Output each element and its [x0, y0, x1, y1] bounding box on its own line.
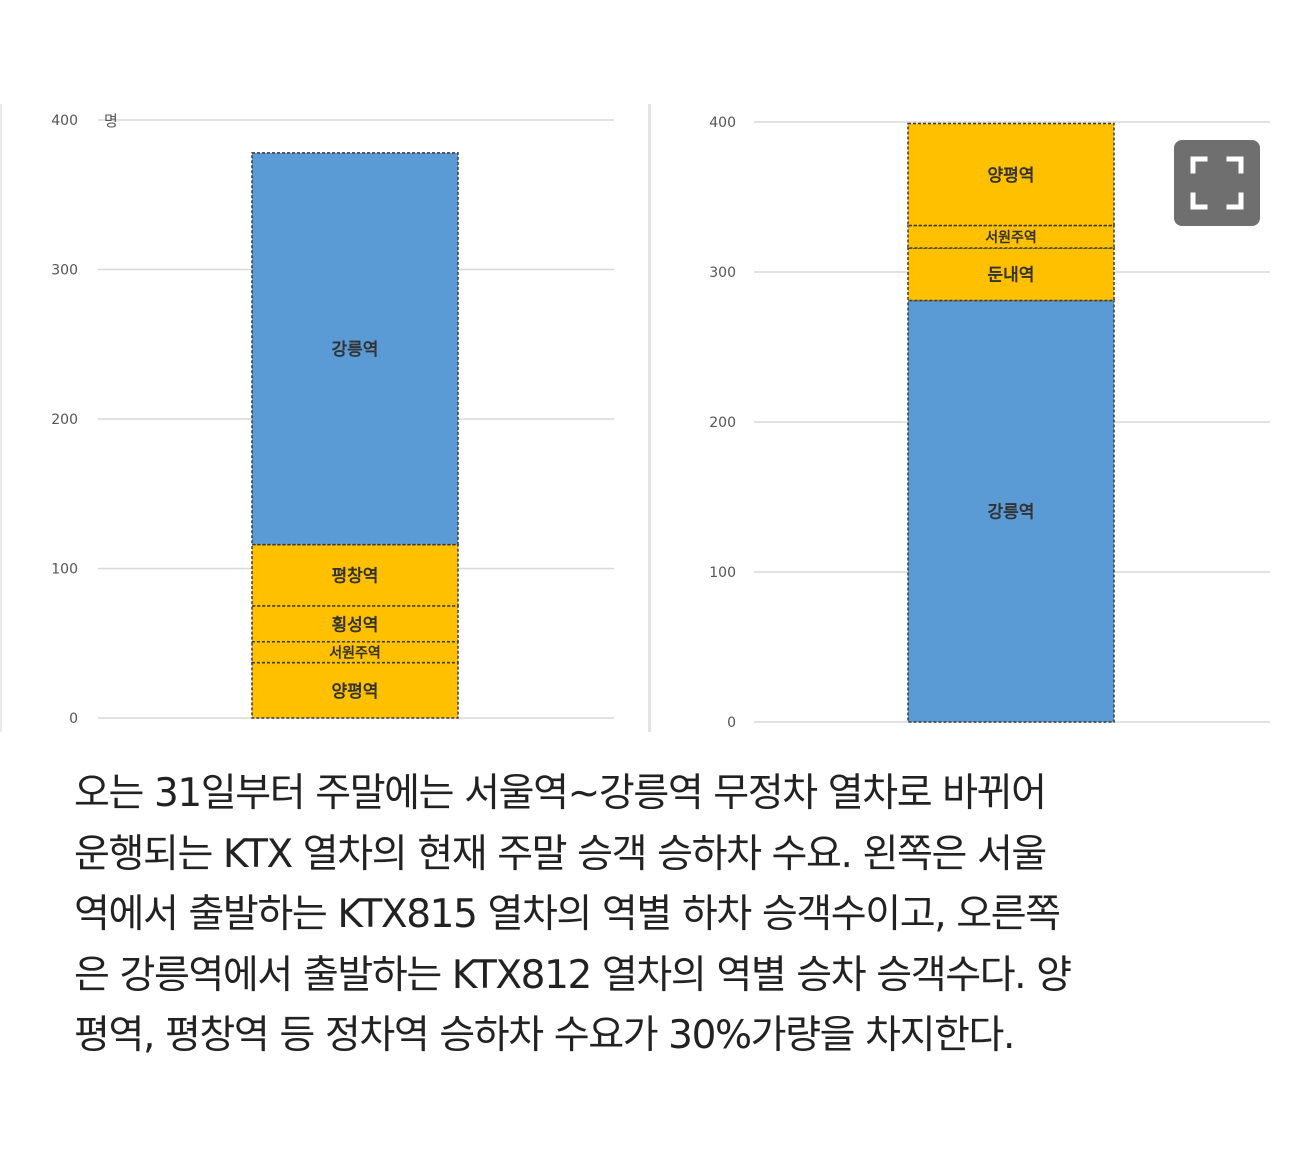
- chart-right: 0 100 200 300 400 강릉역 둔내역 서원주역 양평역: [656, 104, 1295, 732]
- y-tick-label: 200: [51, 412, 78, 428]
- caption-line-2: 운행되는 KTX 열차의 현재 주말 승객 승하차 수요. 왼쪽은 서울: [74, 831, 1047, 877]
- y-tick-label: 100: [709, 565, 736, 581]
- bar-segment: [907, 247, 1115, 302]
- segment-label: 서원주역: [985, 229, 1037, 246]
- segment-label: 강릉역: [988, 503, 1035, 523]
- fullscreen-icon: [1190, 156, 1244, 210]
- segment-label: 양평역: [332, 682, 379, 702]
- caption-line-4: 은 강릉역에서 출발하는 KTX812 열차의 역별 승차 승객수다. 양: [74, 952, 1072, 998]
- bar-segment: [251, 152, 459, 546]
- y-tick-label: 400: [51, 113, 78, 129]
- y-tick-label: 0: [727, 715, 736, 731]
- frame-edge: [0, 104, 2, 732]
- y-tick-label: 200: [709, 415, 736, 431]
- y-tick-label: 300: [51, 263, 78, 279]
- caption-text: 오는 31일부터 주말에는 서울역~강릉역 무정차 열차로 바뀌어 운행되는 K…: [74, 764, 1234, 1067]
- y-axis-unit-label: 명: [104, 112, 118, 130]
- chart-right-svg: 0 100 200 300 400 강릉역 둔내역 서원주역 양평역: [709, 115, 1270, 731]
- caption-line-5: 평역, 평창역 등 정차역 승하차 수요가 30%가량을 차지한다.: [74, 1013, 1015, 1058]
- y-tick-label: 0: [69, 711, 78, 727]
- segment-label: 평창역: [332, 567, 379, 587]
- chart-divider: [648, 104, 651, 732]
- expand-button[interactable]: [1174, 140, 1260, 226]
- caption-line-1: 오는 31일부터 주말에는 서울역~강릉역 무정차 열차로 바뀌어: [74, 771, 1047, 816]
- y-tick-label: 400: [709, 115, 736, 131]
- bar-segment: [907, 299, 1115, 723]
- segment-label: 강릉역: [332, 340, 379, 360]
- bar-segment: [251, 605, 459, 643]
- chart-figure: 0 100 200 300 400 명 양평역 서원주역 횡성역 평창역 강릉역 0 100 200 30…: [0, 104, 1295, 732]
- segment-label: 횡성역: [332, 615, 379, 635]
- bar-segment: [907, 122, 1115, 227]
- caption-line-3: 역에서 출발하는 KTX815 열차의 역별 하차 승객수이고, 오른쪽: [74, 892, 1061, 937]
- segment-label: 서원주역: [329, 645, 381, 662]
- segment-label: 둔내역: [988, 266, 1035, 286]
- y-tick-label: 100: [51, 562, 78, 578]
- y-tick-label: 300: [709, 265, 736, 281]
- segment-label: 양평역: [988, 166, 1035, 186]
